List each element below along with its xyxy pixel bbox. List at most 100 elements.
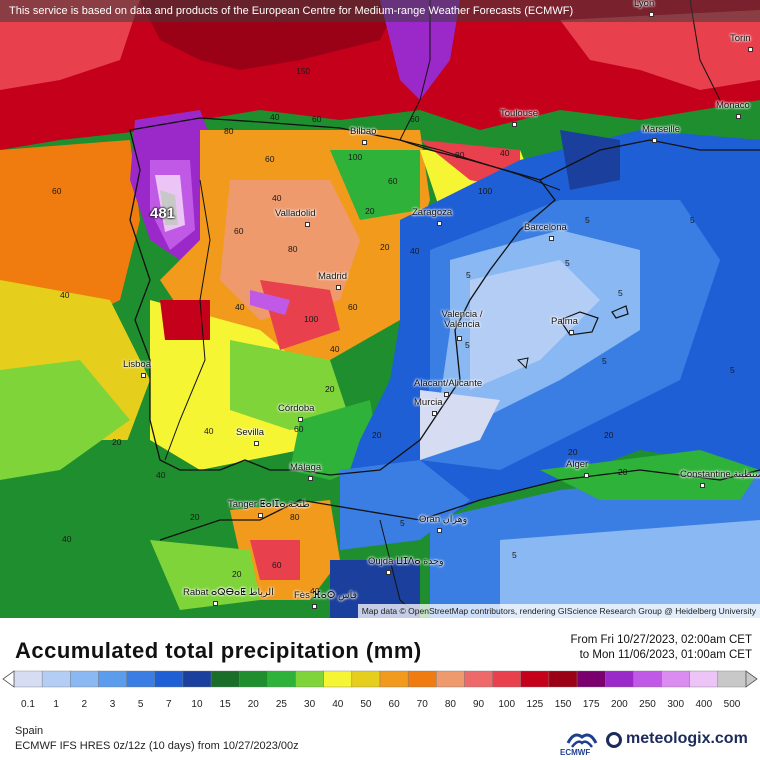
scale-tick: 25 bbox=[275, 699, 287, 710]
scale-tick: 10 bbox=[191, 699, 203, 710]
meteologix-logo-text[interactable]: meteologix.com bbox=[626, 730, 748, 747]
city-marker bbox=[652, 138, 657, 143]
contour-value: 60 bbox=[348, 302, 358, 312]
city-label: Lisboa bbox=[123, 359, 151, 370]
city-label: Torin bbox=[730, 33, 751, 44]
contour-value: 40 bbox=[156, 470, 166, 480]
contour-value: 60 bbox=[294, 424, 304, 434]
scale-tick: 2 bbox=[81, 699, 88, 710]
scale-swatch bbox=[436, 670, 465, 688]
contour-value: 5 bbox=[690, 215, 695, 225]
contour-value: 40 bbox=[272, 193, 282, 203]
city-label: Oran وهران bbox=[419, 514, 468, 525]
map-attribution: Map data © OpenStreetMap contributors, r… bbox=[357, 604, 760, 618]
contour-value: 40 bbox=[310, 586, 320, 596]
city-label: Rabat ⴰⵕⴱⴰⵟ الرباط bbox=[183, 587, 274, 598]
contour-value: 60 bbox=[234, 226, 244, 236]
city-marker bbox=[336, 285, 341, 290]
city-label: Valencia / València bbox=[441, 309, 483, 330]
scale-tick: 100 bbox=[498, 699, 516, 710]
city-marker bbox=[569, 330, 574, 335]
max-value-label: 481 bbox=[150, 205, 176, 222]
contour-value: 40 bbox=[60, 290, 70, 300]
ecmwf-logo-text[interactable]: ECMWF bbox=[560, 748, 591, 757]
scale-swatch bbox=[605, 670, 634, 688]
scale-tick: 20 bbox=[247, 699, 259, 710]
scale-swatch bbox=[717, 670, 747, 688]
scale-swatch bbox=[182, 670, 212, 688]
contour-value: 80 bbox=[290, 512, 300, 522]
scale-left-arrow bbox=[2, 670, 15, 688]
contour-value: 20 bbox=[618, 467, 628, 477]
scale-swatch bbox=[576, 670, 606, 688]
scale-swatch bbox=[407, 670, 437, 688]
contour-value: 5 bbox=[585, 215, 590, 225]
contour-value: 5 bbox=[565, 258, 570, 268]
city-label: Valladolid bbox=[275, 208, 316, 219]
meteologix-logo-icon[interactable] bbox=[606, 732, 622, 748]
contour-value: 40 bbox=[204, 426, 214, 436]
city-marker bbox=[584, 473, 589, 478]
scale-swatch bbox=[154, 670, 184, 688]
city-label: Barcelona bbox=[524, 222, 567, 233]
scale-tick: 60 bbox=[388, 699, 400, 710]
scale-tick: 300 bbox=[667, 699, 685, 710]
period-to: to Mon 11/06/2023, 01:00am CET bbox=[579, 649, 752, 661]
contour-value: 80 bbox=[288, 244, 298, 254]
scale-tick: 250 bbox=[639, 699, 656, 710]
scale-tick: 5 bbox=[137, 699, 144, 710]
contour-value: 5 bbox=[465, 340, 470, 350]
scale-swatch bbox=[41, 670, 71, 688]
city-label: Monaco bbox=[716, 100, 750, 111]
city-label: Toulouse bbox=[500, 108, 539, 119]
city-label: Oujda ⵡⵊⴷⴰ وجدة bbox=[368, 556, 444, 567]
contour-value: 40 bbox=[500, 148, 510, 158]
city-label: Murcia bbox=[414, 397, 443, 408]
contour-value: 60 bbox=[388, 176, 398, 186]
city-marker bbox=[437, 528, 442, 533]
ecmwf-logo-icon[interactable] bbox=[560, 729, 604, 757]
city-marker bbox=[312, 604, 317, 609]
city-label: Palma bbox=[551, 316, 578, 327]
region-label: Spain bbox=[15, 725, 44, 737]
scale-tick: 90 bbox=[472, 699, 485, 710]
city-marker bbox=[549, 236, 554, 241]
contour-value: 5 bbox=[602, 356, 607, 366]
scale-swatch bbox=[126, 670, 155, 688]
contour-value: 5 bbox=[512, 550, 517, 560]
scale-swatch bbox=[492, 670, 521, 688]
contour-value: 40 bbox=[410, 246, 420, 256]
scale-swatch bbox=[548, 670, 578, 688]
city-marker bbox=[386, 570, 391, 575]
scale-tick: 3 bbox=[109, 699, 116, 710]
scale-swatch bbox=[351, 670, 381, 688]
contour-value: 5 bbox=[618, 288, 623, 298]
contour-value: 20 bbox=[232, 569, 242, 579]
city-label: Tanger ⵟⴰⵏⵊⴰ طنجة bbox=[228, 499, 310, 510]
city-marker bbox=[736, 114, 741, 119]
city-marker bbox=[362, 140, 367, 145]
city-marker bbox=[649, 12, 654, 17]
contour-value: 40 bbox=[270, 112, 280, 122]
scale-swatch bbox=[70, 670, 99, 688]
city-marker bbox=[258, 513, 263, 518]
contour-value: 20 bbox=[365, 206, 375, 216]
contour-value: 150 bbox=[296, 66, 311, 76]
scale-swatch bbox=[379, 670, 409, 688]
contour-value: 60 bbox=[312, 114, 322, 124]
scale-swatch bbox=[633, 670, 662, 688]
scale-tick: 15 bbox=[219, 699, 231, 710]
precipitation-map: This service is based on data and produc… bbox=[0, 0, 760, 618]
city-marker bbox=[213, 601, 218, 606]
city-marker bbox=[437, 221, 442, 226]
scale-tick: 200 bbox=[611, 699, 628, 710]
scale-swatch bbox=[520, 670, 550, 688]
contour-value: 40 bbox=[62, 534, 72, 544]
contour-value: 40 bbox=[330, 344, 340, 354]
contour-value: 20 bbox=[112, 437, 122, 447]
contour-value: 100 bbox=[478, 186, 493, 196]
scale-tick: 50 bbox=[360, 699, 372, 710]
contour-value: 100 bbox=[304, 314, 319, 324]
city-label: Marseille bbox=[642, 124, 681, 135]
scale-tick: 400 bbox=[695, 699, 713, 710]
